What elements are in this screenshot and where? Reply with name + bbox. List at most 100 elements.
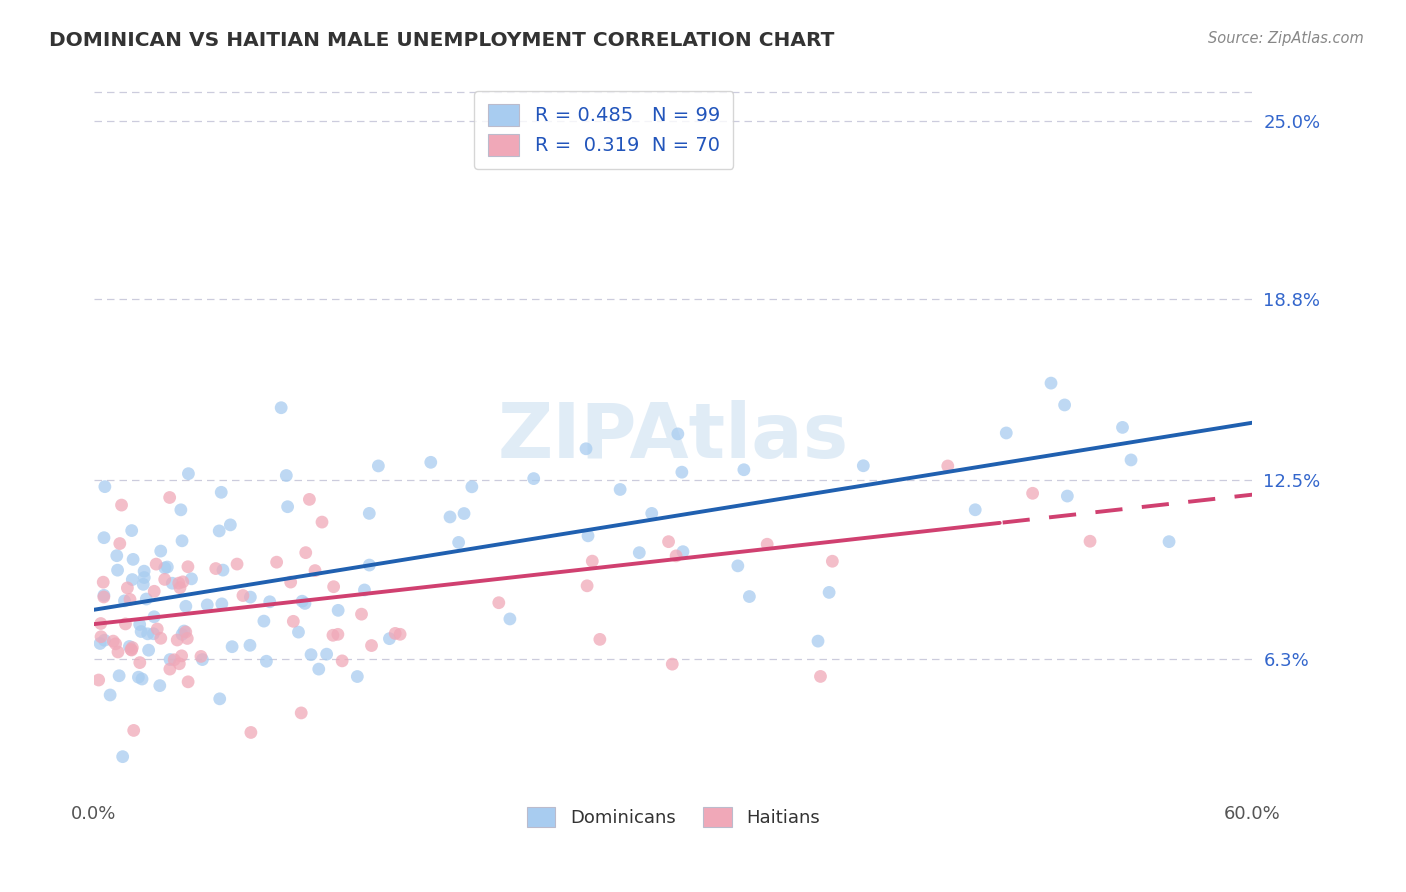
Point: [283, 615, 305, 629]
Point: [91, 575, 114, 590]
Point: [727, 558, 749, 573]
Point: [167, 576, 190, 591]
Point: [166, 632, 188, 647]
Point: [232, 589, 254, 603]
Point: [87, 673, 110, 687]
Point: [107, 645, 129, 659]
Point: [98, 688, 121, 702]
Point: [108, 536, 131, 550]
Point: [110, 498, 132, 512]
Point: [353, 582, 375, 597]
Point: [304, 564, 326, 578]
Point: [315, 647, 337, 661]
Point: [153, 573, 176, 587]
Point: [103, 634, 125, 648]
Point: [628, 546, 651, 560]
Point: [756, 537, 779, 551]
Point: [294, 546, 316, 560]
Point: [153, 561, 176, 575]
Point: [291, 594, 314, 608]
Point: [254, 654, 277, 668]
Point: [208, 524, 231, 538]
Point: [821, 554, 844, 568]
Point: [294, 596, 316, 610]
Point: [135, 592, 157, 607]
Point: [589, 632, 612, 647]
Point: [1053, 398, 1076, 412]
Point: [170, 648, 193, 663]
Point: [576, 579, 599, 593]
Legend: Dominicans, Haitians: Dominicans, Haitians: [519, 800, 827, 835]
Point: [328, 603, 350, 617]
Point: [389, 627, 412, 641]
Point: [174, 625, 197, 640]
Point: [136, 627, 159, 641]
Point: [1111, 420, 1133, 434]
Text: Source: ZipAtlas.com: Source: ZipAtlas.com: [1208, 31, 1364, 46]
Point: [143, 584, 166, 599]
Point: [149, 544, 172, 558]
Point: [346, 669, 368, 683]
Point: [378, 632, 401, 646]
Point: [239, 638, 262, 652]
Point: [170, 533, 193, 548]
Point: [1056, 489, 1078, 503]
Point: [93, 588, 115, 602]
Point: [211, 597, 233, 611]
Point: [108, 669, 131, 683]
Point: [90, 616, 112, 631]
Point: [308, 662, 330, 676]
Point: [114, 594, 136, 608]
Point: [132, 564, 155, 578]
Point: [672, 544, 695, 558]
Point: [488, 596, 510, 610]
Point: [665, 549, 688, 563]
Point: [419, 455, 441, 469]
Point: [581, 554, 603, 568]
Text: DOMINICAN VS HAITIAN MALE UNEMPLOYMENT CORRELATION CHART: DOMINICAN VS HAITIAN MALE UNEMPLOYMENT C…: [49, 31, 835, 50]
Point: [322, 580, 344, 594]
Point: [104, 637, 127, 651]
Point: [146, 622, 169, 636]
Point: [219, 517, 242, 532]
Point: [129, 624, 152, 639]
Point: [666, 426, 689, 441]
Point: [266, 555, 288, 569]
Point: [122, 723, 145, 738]
Point: [609, 483, 631, 497]
Text: ZIPAtlas: ZIPAtlas: [498, 401, 849, 475]
Point: [128, 617, 150, 632]
Point: [461, 480, 484, 494]
Point: [661, 657, 683, 672]
Point: [173, 624, 195, 638]
Point: [172, 574, 194, 589]
Point: [453, 507, 475, 521]
Point: [132, 577, 155, 591]
Point: [190, 649, 212, 664]
Point: [121, 573, 143, 587]
Point: [226, 557, 249, 571]
Point: [170, 503, 193, 517]
Point: [159, 652, 181, 666]
Point: [169, 657, 191, 671]
Point: [359, 507, 381, 521]
Point: [439, 510, 461, 524]
Point: [360, 639, 382, 653]
Point: [172, 627, 194, 641]
Point: [384, 626, 406, 640]
Point: [159, 662, 181, 676]
Point: [169, 581, 191, 595]
Point: [576, 529, 599, 543]
Point: [738, 590, 761, 604]
Point: [807, 634, 830, 648]
Point: [121, 640, 143, 655]
Point: [94, 480, 117, 494]
Point: [1021, 486, 1043, 500]
Point: [122, 552, 145, 566]
Point: [90, 630, 112, 644]
Point: [641, 507, 664, 521]
Point: [195, 598, 218, 612]
Point: [107, 563, 129, 577]
Point: [253, 614, 276, 628]
Point: [118, 592, 141, 607]
